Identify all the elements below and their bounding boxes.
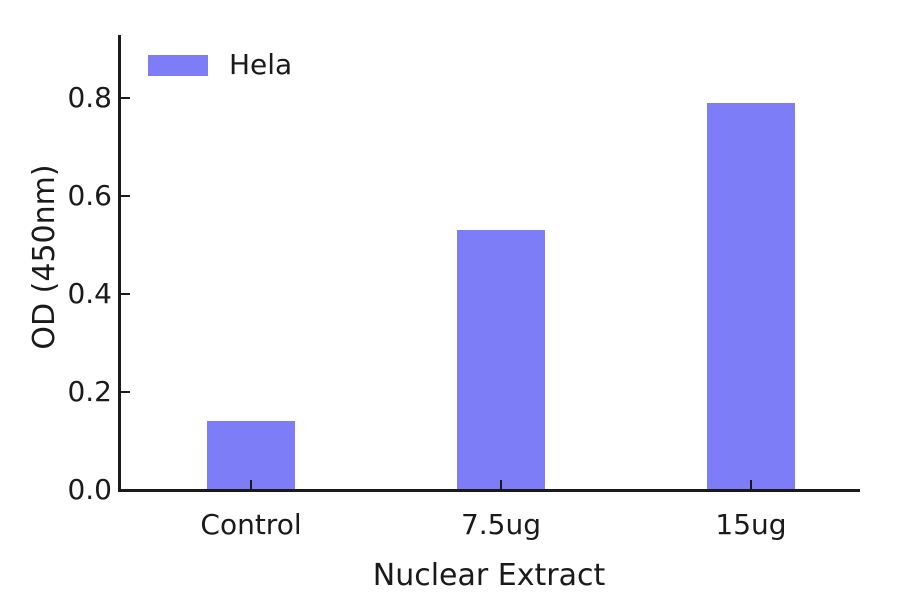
y-tick-0.4	[121, 293, 130, 295]
x-tick-Control	[250, 480, 252, 489]
legend-swatch-hela	[148, 55, 208, 76]
bar-Control	[207, 421, 295, 490]
y-tick-0.6	[121, 195, 130, 197]
y-axis-title: OD (450nm)	[27, 164, 62, 350]
bar-15ug	[707, 103, 795, 490]
y-tick-label-0.0: 0.0	[67, 473, 112, 506]
y-tick-label-0.4: 0.4	[67, 277, 112, 310]
x-tick-15ug	[750, 480, 752, 489]
y-tick-0.8	[121, 97, 130, 99]
x-tick-7.5ug	[500, 480, 502, 489]
y-tick-label-0.2: 0.2	[67, 375, 112, 408]
bar-7.5ug	[457, 230, 545, 490]
x-tick-label-15ug: 15ug	[715, 508, 787, 541]
y-tick-0.2	[121, 391, 130, 393]
x-axis-title: Nuclear Extract	[372, 558, 606, 593]
x-tick-label-7.5ug: 7.5ug	[460, 508, 542, 541]
legend-label-hela: Hela	[229, 48, 293, 81]
y-tick-label-0.6: 0.6	[67, 179, 112, 212]
y-tick-label-0.8: 0.8	[67, 81, 112, 114]
x-tick-label-Control: Control	[200, 508, 302, 541]
y-axis-spine	[118, 35, 121, 492]
x-axis-spine	[118, 489, 860, 492]
